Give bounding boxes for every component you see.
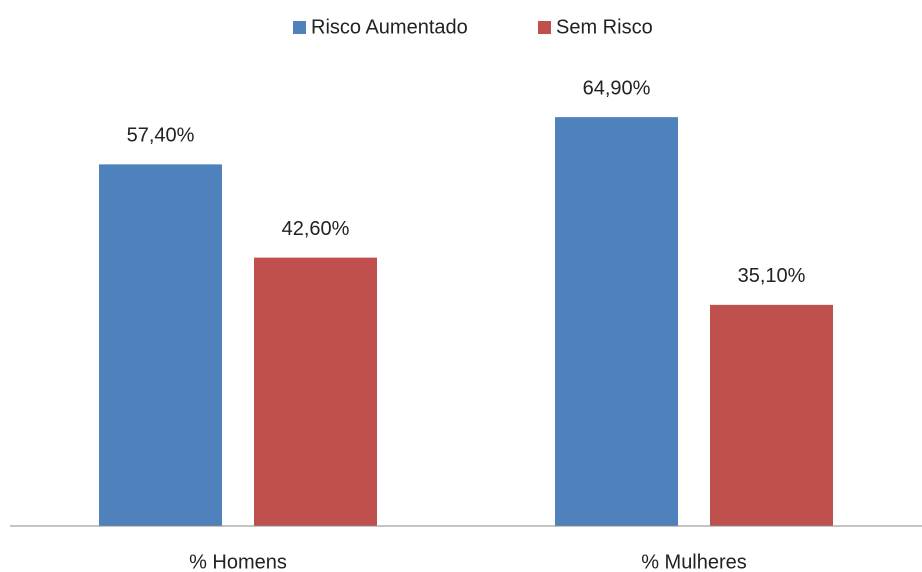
bar (99, 164, 222, 526)
x-tick-label: % Mulheres (641, 551, 747, 572)
bar (710, 304, 833, 526)
x-tick-label: % Homens (189, 551, 287, 572)
legend-swatch (293, 21, 306, 34)
data-label: 64,90% (583, 77, 651, 99)
legend-label: Sem Risco (556, 16, 653, 38)
data-label: 35,10% (738, 265, 806, 287)
bar (254, 257, 377, 526)
legend-label: Risco Aumentado (311, 16, 468, 38)
data-label: 42,60% (282, 218, 350, 240)
data-label: 57,40% (127, 125, 195, 147)
bar (555, 117, 678, 526)
legend-swatch (538, 21, 551, 34)
